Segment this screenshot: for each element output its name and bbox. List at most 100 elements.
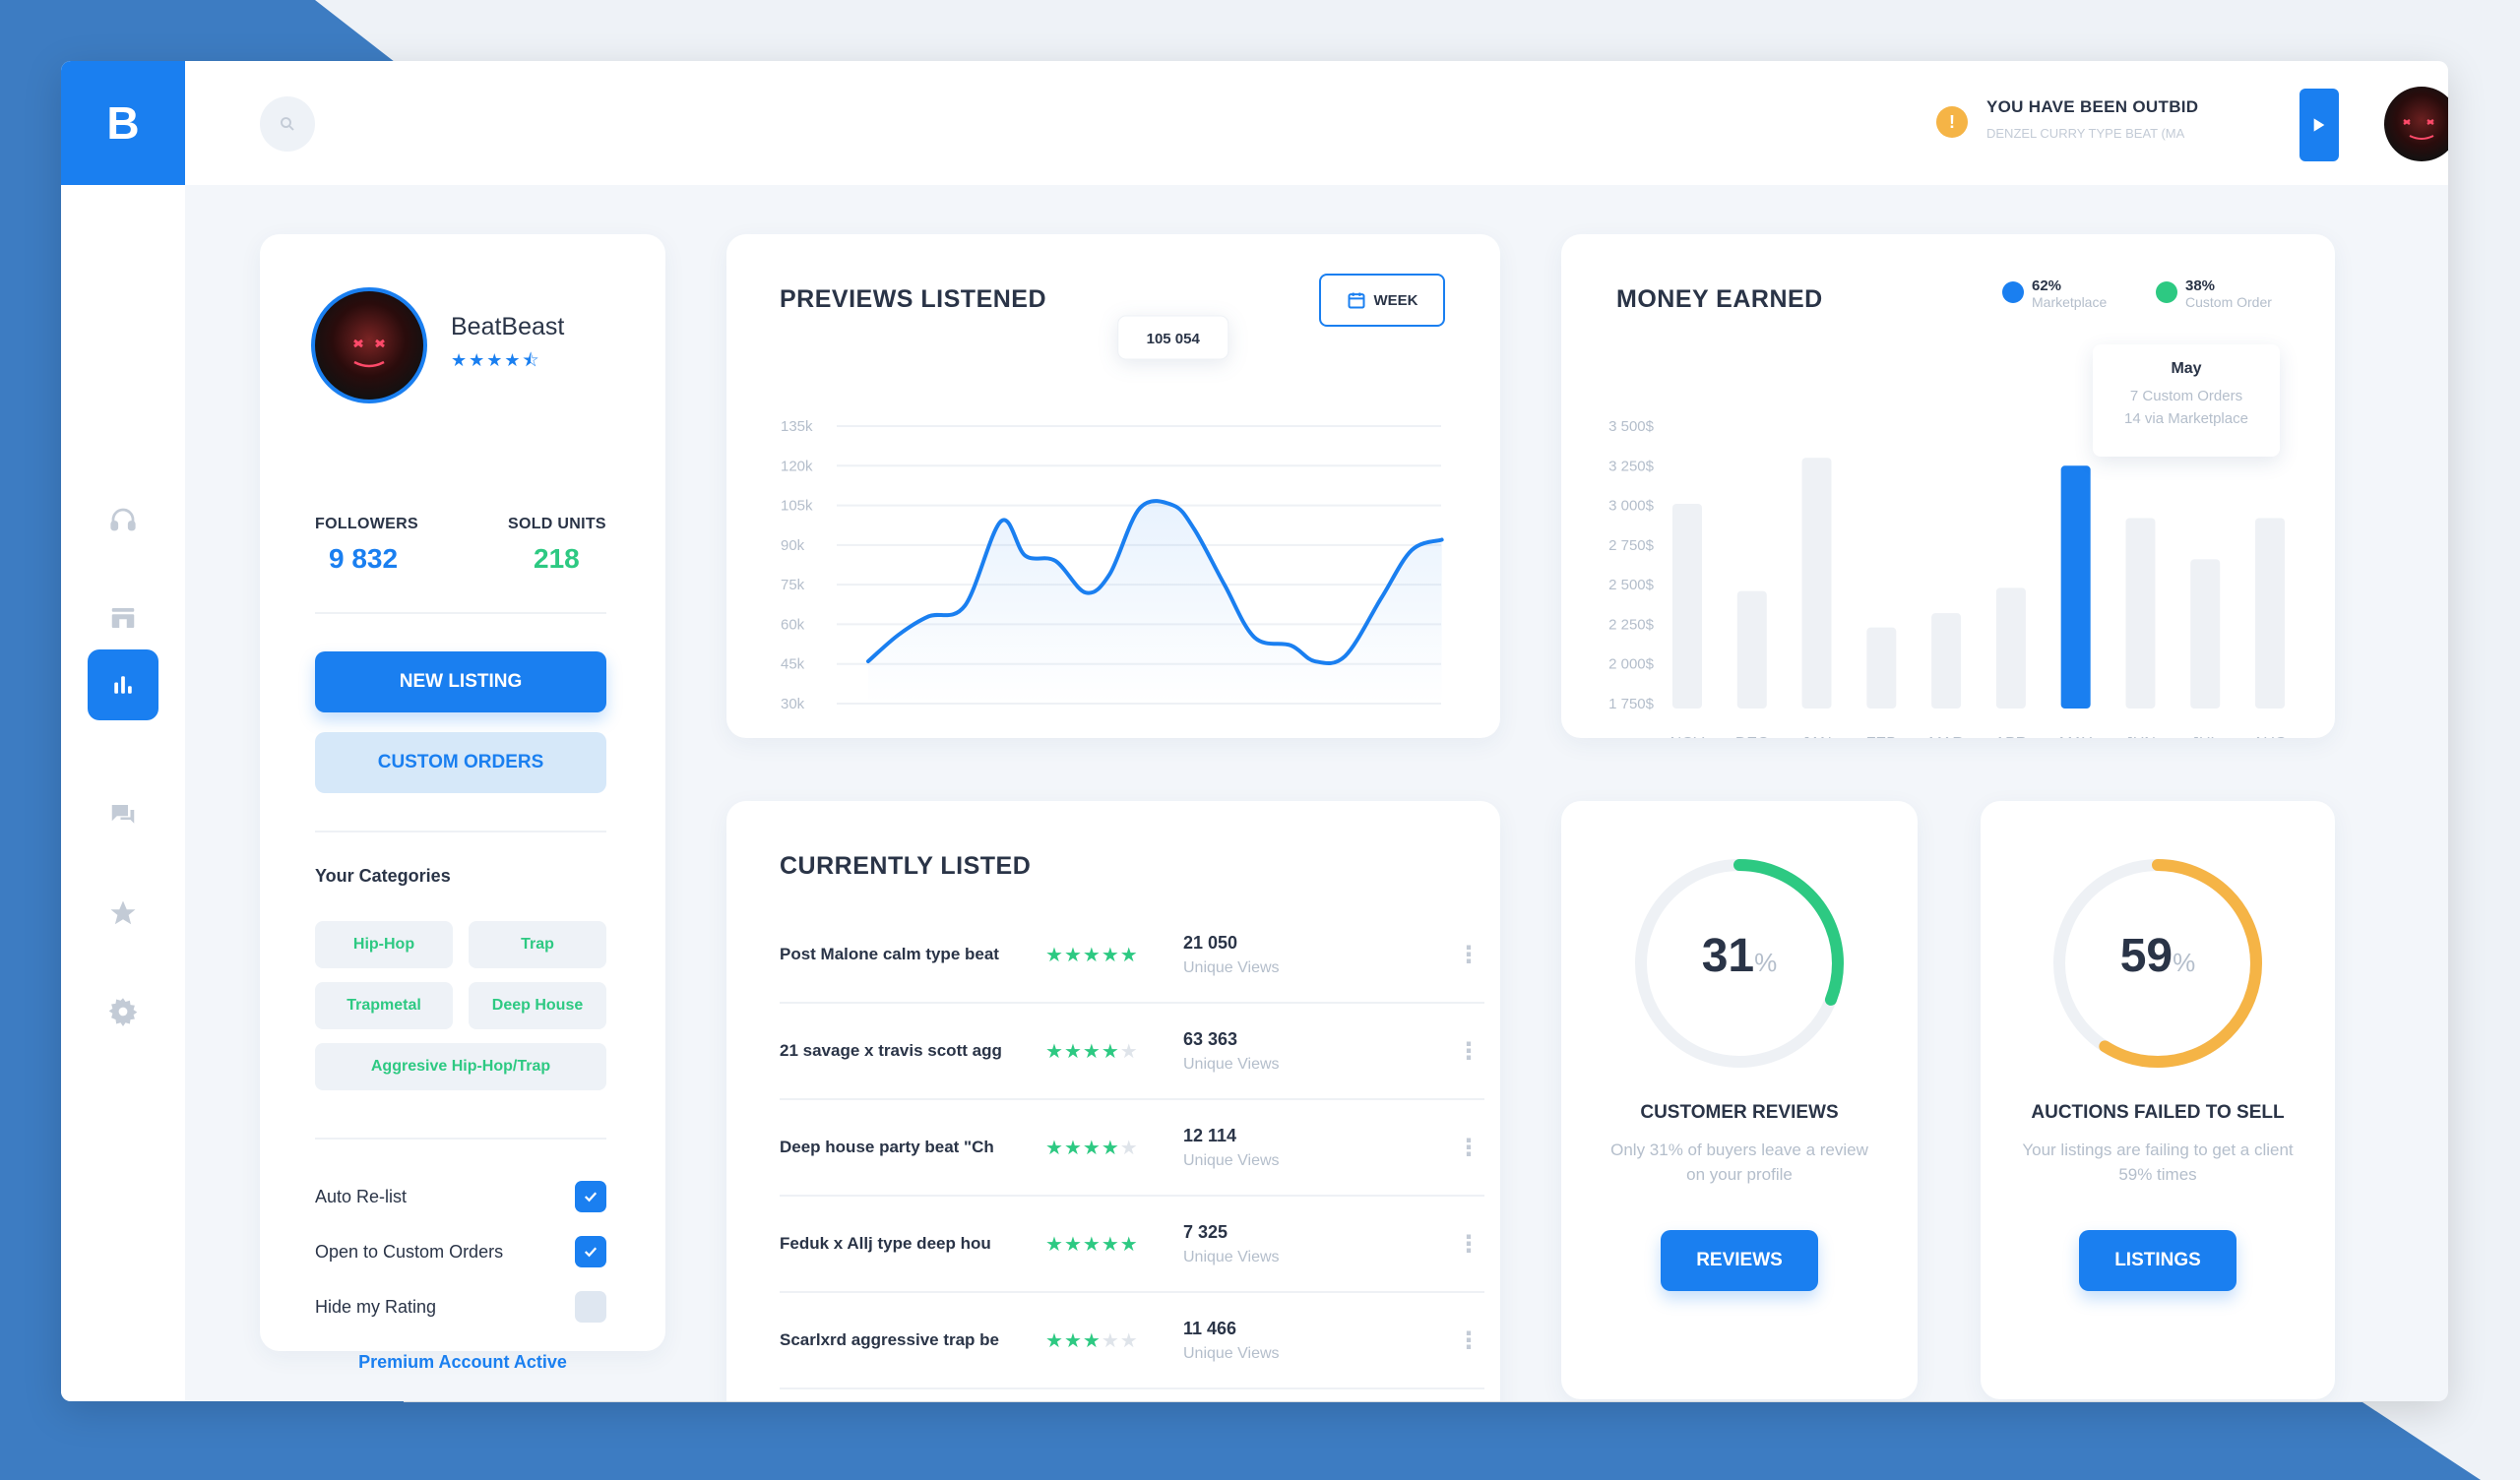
listed-card: CURRENTLY LISTED Post Malone calm type b… (726, 801, 1500, 1401)
alert-open-button[interactable] (2300, 89, 2339, 161)
category-chip[interactable]: Deep House (469, 982, 606, 1029)
bar-aug[interactable] (2255, 518, 2285, 709)
profile-name: BeatBeast (451, 313, 565, 340)
new-listing-button[interactable]: NEW LISTING (315, 651, 606, 712)
bar-jan[interactable] (1801, 458, 1832, 709)
series-line (866, 499, 1444, 666)
hide-rating-checkbox[interactable] (575, 1291, 606, 1323)
toggle-hide-rating[interactable]: Hide my Rating (315, 1289, 606, 1325)
custom-orders-checkbox[interactable] (575, 1236, 606, 1267)
legend-value: 38% (2185, 278, 2216, 294)
sold-units-value: 218 (534, 543, 580, 574)
category-chip[interactable]: Aggresive Hip-Hop/Trap (315, 1043, 606, 1090)
previews-line-chart: 135k 120k 105k 90k 75k 60k 45k 30k 12.08 13.08 14.… (781, 315, 1444, 738)
star-icon[interactable] (88, 878, 158, 949)
more-options-icon[interactable]: ⋮ (1457, 1134, 1480, 1161)
user-avatar[interactable] (2384, 87, 2448, 161)
reviews-button[interactable]: REVIEWS (1661, 1230, 1818, 1291)
premium-status[interactable]: Premium Account Active (358, 1352, 567, 1372)
auctions-ring: 59% (2043, 848, 2273, 1079)
bar-nov[interactable] (1672, 503, 1702, 709)
listing-rating: ★★★★★ (1045, 943, 1173, 967)
settings-icon[interactable] (88, 976, 158, 1047)
table-row[interactable]: Deep house party beat "Ch ★★★★★ 12 114 Uniq… (780, 1100, 1484, 1197)
bar-may[interactable] (2060, 465, 2091, 709)
listing-views: 7 325 Unique Views (1183, 1222, 1380, 1266)
bar-dec[interactable] (1736, 590, 1767, 709)
category-chip[interactable]: Hip-Hop (315, 921, 453, 968)
more-options-icon[interactable]: ⋮ (1457, 1037, 1480, 1065)
categories-label: Your Categories (315, 866, 451, 886)
search-button[interactable] (260, 96, 315, 152)
bar-apr[interactable] (1995, 587, 2026, 709)
money-bar-chart: 3 500$ 3 250$ 3 000$ 2 750$ 2 500$ 2 250$ 2 00… (1608, 418, 2287, 738)
listings-button[interactable]: LISTINGS (2079, 1230, 2236, 1291)
y-tick-label: 3 000$ (1608, 498, 1655, 515)
headphones-icon[interactable] (88, 484, 158, 555)
table-row[interactable]: 21 savage x travis scott agg ★★★★★ 63 363 U… (780, 1004, 1484, 1100)
play-arrow-icon (2313, 118, 2325, 132)
more-options-icon[interactable]: ⋮ (1457, 1230, 1480, 1258)
logo[interactable]: B (61, 61, 185, 185)
star-icon: ★ (1101, 1040, 1120, 1063)
line-tooltip (1117, 315, 1229, 360)
y-tick-label: 2 750$ (1608, 537, 1655, 554)
table-row[interactable]: Scarlxrd aggressive trap be ★★★★★ 11 466 Un… (780, 1293, 1484, 1389)
check-icon (584, 1247, 598, 1258)
y-tick-label: 135k (781, 418, 813, 435)
x-tick-label: 20.08 (1333, 735, 1370, 738)
star-icon: ★ (1063, 1040, 1083, 1063)
y-tick-label: 1 750$ (1608, 696, 1655, 712)
tooltip-line: 7 Custom Orders (2129, 388, 2243, 404)
star-icon: ★ (1101, 1233, 1120, 1256)
views-label: Unique Views (1183, 1344, 1280, 1362)
table-row[interactable]: Feduk x Allj type deep hou ★★★★★ 7 325 Uniq… (780, 1197, 1484, 1293)
table-row[interactable]: Post Malone calm type beat ★★★★★ 21 050 Uni… (780, 907, 1484, 1004)
period-select-button[interactable]: WEEK (1319, 274, 1445, 327)
x-tick-label: NOV (1670, 735, 1705, 738)
y-tick-label: 120k (781, 458, 813, 474)
x-tick-label: JUN (2125, 735, 2156, 738)
store-icon[interactable] (88, 583, 158, 653)
more-options-icon[interactable]: ⋮ (1457, 1326, 1480, 1354)
divider (315, 612, 606, 614)
auctions-percent: 59% (2119, 930, 2196, 982)
auto-relist-checkbox[interactable] (575, 1181, 606, 1212)
views-count: 7 325 (1183, 1221, 1228, 1242)
bar-jul[interactable] (2190, 559, 2221, 709)
bar-jun[interactable] (2125, 518, 2156, 709)
sidebar: B (61, 61, 185, 1401)
star-icon: ★ (1119, 1233, 1139, 1256)
more-options-icon[interactable]: ⋮ (1457, 941, 1480, 968)
toggle-custom-orders[interactable]: Open to Custom Orders (315, 1234, 606, 1269)
bar-feb[interactable] (1866, 627, 1897, 709)
x-tick-label: 15.08 (1031, 735, 1068, 738)
y-tick-label: 2 250$ (1608, 616, 1655, 633)
category-chip[interactable]: Trapmetal (315, 982, 453, 1029)
star-icon: ★ (1082, 1137, 1102, 1159)
x-tick-label: 19.08 (1273, 735, 1310, 738)
views-count: 12 114 (1183, 1125, 1237, 1145)
x-tick-label: MAR (1928, 735, 1964, 738)
listing-title: Feduk x Allj type deep hou (780, 1234, 991, 1253)
star-icon: ★ (1063, 1137, 1083, 1159)
x-tick-label: JAN (1801, 735, 1831, 738)
bar-mar[interactable] (1931, 613, 1962, 709)
toggle-auto-relist[interactable]: Auto Re-list (315, 1179, 606, 1214)
analytics-icon[interactable] (88, 649, 158, 720)
y-tick-label: 45k (781, 656, 805, 673)
custom-orders-button[interactable]: CUSTOM ORDERS (315, 732, 606, 793)
search-icon (281, 117, 294, 131)
listing-views: 63 363 Unique Views (1183, 1029, 1380, 1074)
toggle-label: Open to Custom Orders (315, 1241, 504, 1262)
auctions-description: Your listings are failing to get a clien… (2022, 1141, 2294, 1184)
profile-avatar[interactable] (311, 287, 427, 403)
y-tick-label: 60k (781, 616, 805, 633)
line-area (868, 501, 1442, 704)
listing-title: Scarlxrd aggressive trap be (780, 1330, 1000, 1349)
chat-icon[interactable] (88, 779, 158, 850)
star-icon: ★ (1119, 1137, 1139, 1159)
category-chip[interactable]: Trap (469, 921, 606, 968)
legend-marketplace: 62% Marketplace (2002, 278, 2107, 310)
x-tick-label: JUL (2191, 735, 2220, 738)
